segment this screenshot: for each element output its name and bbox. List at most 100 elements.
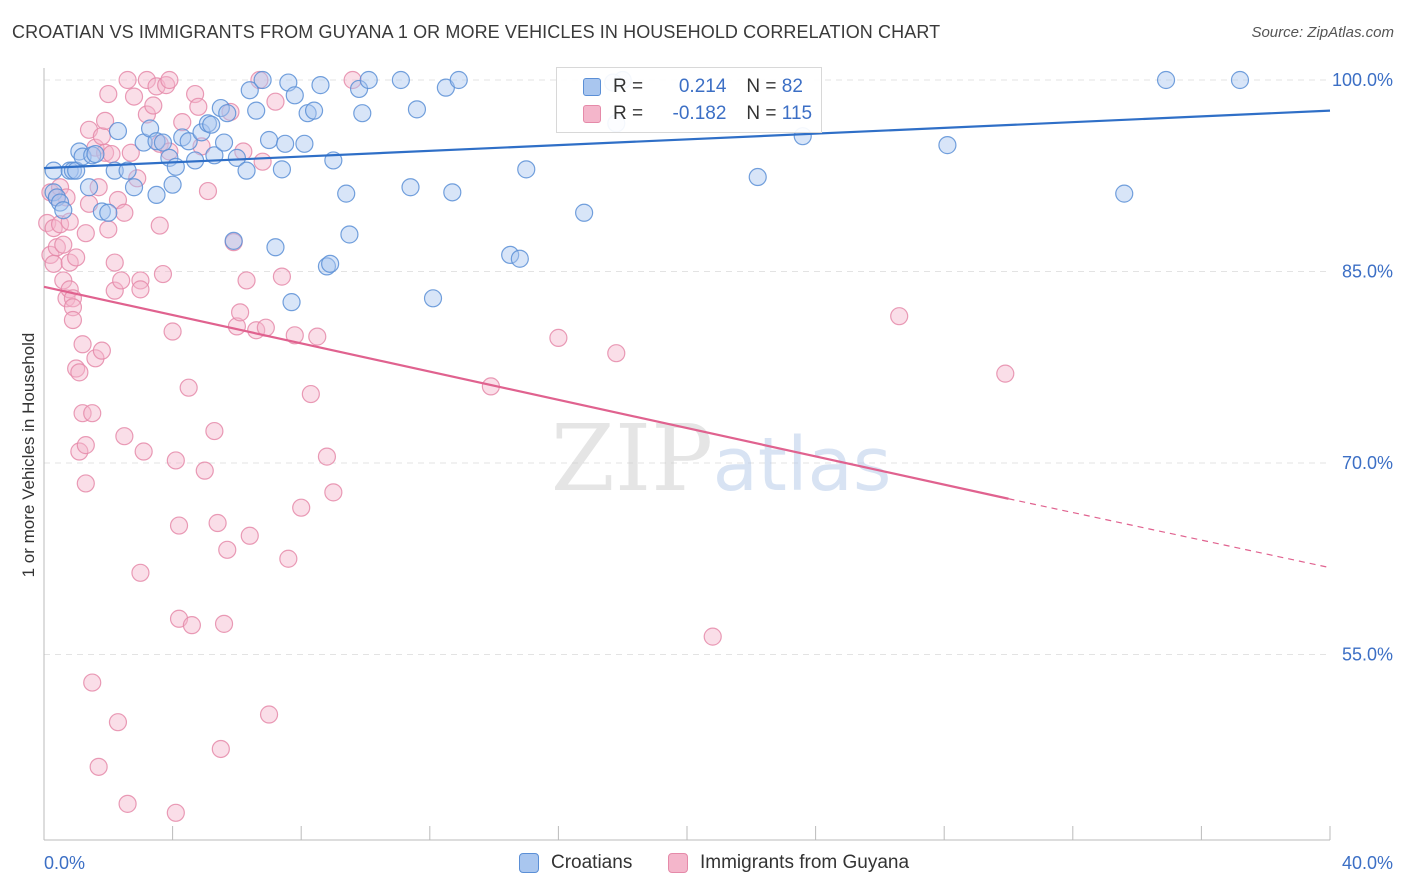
data-point-croatians [359,70,378,90]
series-guyana-points [38,70,1015,822]
data-point-croatians [748,167,767,187]
data-point-croatians [449,70,468,90]
data-point-guyana [115,203,134,222]
legend-r-label: R = [613,103,644,124]
data-point-croatians [247,101,266,120]
legend-n-value: 115 [781,103,813,124]
data-point-croatians [1156,70,1176,90]
data-point-croatians [317,257,337,276]
data-point-guyana [112,271,131,290]
data-point-guyana [231,303,250,322]
data-point-guyana [240,526,259,545]
data-point-guyana [89,757,108,776]
trendline-guyana-extension [1008,498,1331,569]
data-point-guyana [54,271,73,290]
data-point-guyana [76,224,95,243]
data-point-guyana [63,298,83,317]
data-point-guyana [160,142,179,161]
data-point-guyana [92,127,111,146]
data-point-guyana [324,483,343,502]
legend-row-guyana: R = -0.182 N = 115 [583,101,812,127]
data-point-guyana [179,378,198,397]
data-point-croatians [192,123,211,142]
legend-r-label: R = [613,76,644,97]
legend-row-croatians: R = 0.214 N = 82 [583,74,803,100]
data-point-croatians [105,161,124,180]
watermark: ZIP atlas [551,405,892,512]
data-point-guyana [105,253,124,272]
tick-labels: 100.0% 85.0% 70.0% 55.0% 0.0% 40.0% [44,70,1393,873]
data-point-guyana [118,70,137,90]
data-point-croatians [79,178,99,197]
data-point-guyana [189,97,208,116]
data-point-guyana [182,616,201,635]
data-point-croatians [163,175,182,194]
trendline-guyana [43,285,1009,500]
data-point-guyana [253,152,272,171]
data-point-guyana [237,271,256,290]
bottom-legend-guyana: Immigrants from Guyana [668,852,909,874]
data-point-croatians [92,202,111,221]
y-tick-label: 70.0% [1342,453,1393,473]
data-point-guyana [105,281,124,300]
data-point-croatians [938,136,957,155]
data-point-guyana [73,335,92,354]
data-point-croatians [218,104,237,123]
data-point-guyana [285,326,304,345]
source-label: Source: ZipAtlas.com [1251,24,1394,41]
data-point-guyana [195,461,214,480]
data-point-guyana [83,673,102,692]
data-point-croatians [44,183,63,202]
data-point-croatians [224,231,243,250]
data-point-guyana [279,549,298,568]
data-point-guyana [144,96,163,115]
legend-r-value: -0.182 [672,103,727,124]
data-point-guyana [166,451,185,470]
data-point-guyana [115,427,134,446]
data-point-croatians [337,184,356,203]
data-point-guyana [137,105,156,124]
trend-lines [43,109,1331,569]
data-point-croatians [54,201,73,220]
data-point-croatians [44,161,63,180]
data-point-guyana [118,794,137,813]
data-point-croatians [214,133,234,152]
data-point-guyana [996,364,1015,383]
data-point-guyana [60,212,79,231]
data-point-guyana [160,70,179,90]
data-point-croatians [340,225,359,244]
legend-box: R = 0.214 N = 82 R = -0.182 N = 115 [556,67,822,133]
legend-n-label: N = [746,103,777,124]
data-point-guyana [153,264,173,284]
bottom-legend-swatch-blue [519,853,539,873]
data-point-croatians [285,86,304,105]
data-point-croatians [1115,184,1134,203]
data-point-guyana [169,516,189,535]
legend-n-value: 82 [781,76,803,97]
data-point-guyana [83,404,102,423]
data-point-croatians [517,160,536,179]
data-point-croatians [443,183,462,202]
data-point-croatians [147,185,166,204]
data-point-guyana [292,498,311,517]
data-point-guyana [137,70,156,90]
data-point-guyana [99,220,118,239]
bottom-legend-label: Immigrants from Guyana [700,852,910,873]
data-point-guyana [166,803,185,822]
data-point-guyana [163,322,182,341]
bottom-legend-swatch-pink [668,853,688,873]
y-tick-label: 55.0% [1342,645,1393,665]
bottom-legend-croatians: Croatians [519,852,632,874]
trendline-croatians [43,109,1331,170]
legend-swatch-blue [583,78,601,96]
y-tick-label: 85.0% [1342,262,1393,282]
data-point-guyana [208,513,227,533]
data-point-croatians [510,249,529,268]
data-point-croatians [311,76,330,95]
y-axis-label: 1 or more Vehicles in Household [19,333,38,578]
data-point-guyana [89,178,108,197]
data-point-croatians [253,70,272,90]
data-point-guyana [108,713,128,732]
data-point-croatians [276,134,295,153]
data-point-croatians [147,132,166,151]
